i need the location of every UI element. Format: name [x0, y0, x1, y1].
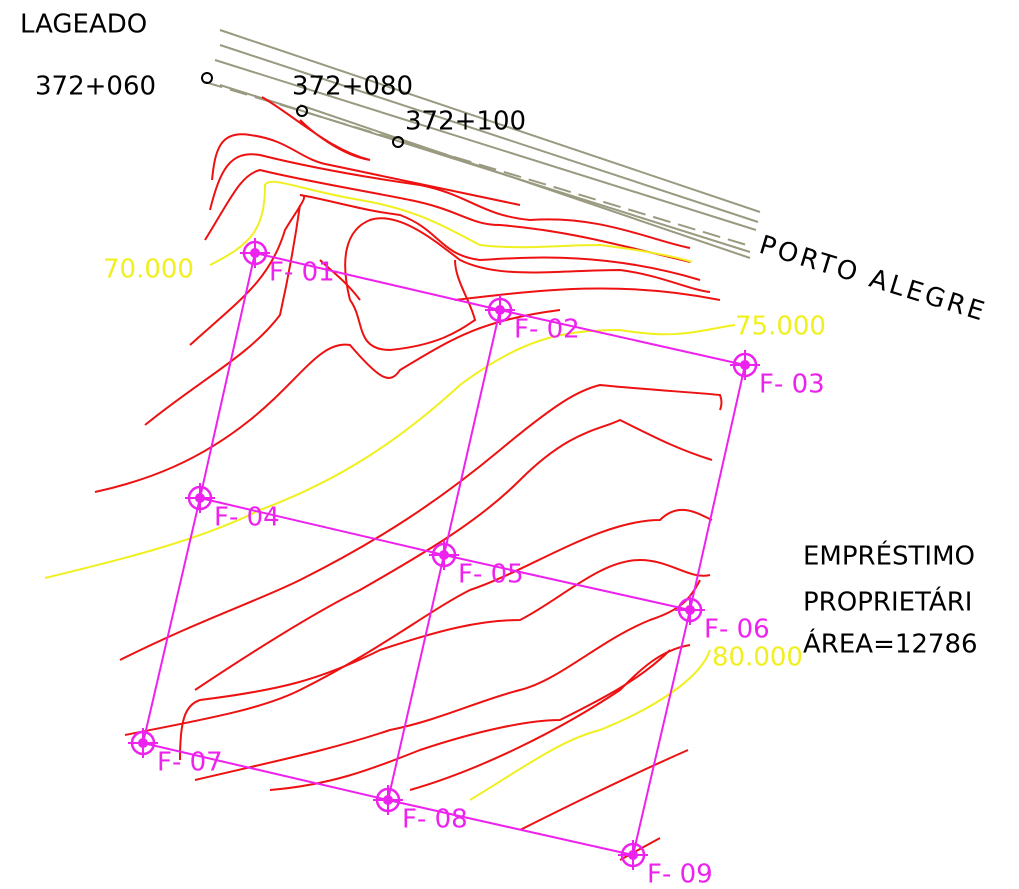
grid-line [690, 365, 745, 610]
contour-label: 70.000 [103, 255, 194, 285]
borehole [185, 483, 215, 513]
road-origin: LAGEADO [20, 10, 147, 40]
contour-label: 75.000 [735, 312, 826, 342]
borehole [675, 595, 705, 625]
borehole-label: F- 03 [759, 370, 825, 400]
borehole [730, 350, 760, 380]
borehole-label: F- 04 [214, 503, 280, 533]
contour-label: 80.000 [712, 643, 803, 673]
borehole-label: F- 05 [458, 560, 524, 590]
note-line: PROPRIETÁRI [803, 586, 972, 618]
borehole-label: F- 07 [157, 748, 223, 778]
borehole-label: F- 09 [647, 860, 713, 889]
grid-line [633, 610, 690, 855]
borehole-label: F- 08 [402, 805, 468, 835]
station: 372+080 [292, 72, 413, 102]
borehole [485, 295, 515, 325]
borehole-grid: F- 01 F- 02 F- 03 F- 04 F- 05 F- 06 F- 07 F- 08… [128, 238, 825, 889]
station: 372+060 [35, 72, 156, 102]
borehole [618, 840, 648, 870]
road [202, 30, 760, 258]
borehole [373, 785, 403, 815]
note-line: ÁREA=12786 [803, 628, 978, 660]
contours [45, 97, 735, 860]
borehole-label: F- 02 [514, 315, 580, 345]
drawing: F- 01 F- 02 F- 03 F- 04 F- 05 F- 06 F- 07 F- 08… [0, 0, 1019, 889]
note-line: EMPRÉSTIMO [803, 540, 975, 572]
borehole [429, 540, 459, 570]
grid-line [444, 310, 500, 555]
station: 372+100 [405, 107, 526, 137]
grid-line [200, 253, 255, 498]
grid-line [388, 555, 444, 800]
borehole-label: F- 06 [704, 615, 770, 645]
borehole-label: F- 01 [269, 258, 335, 288]
